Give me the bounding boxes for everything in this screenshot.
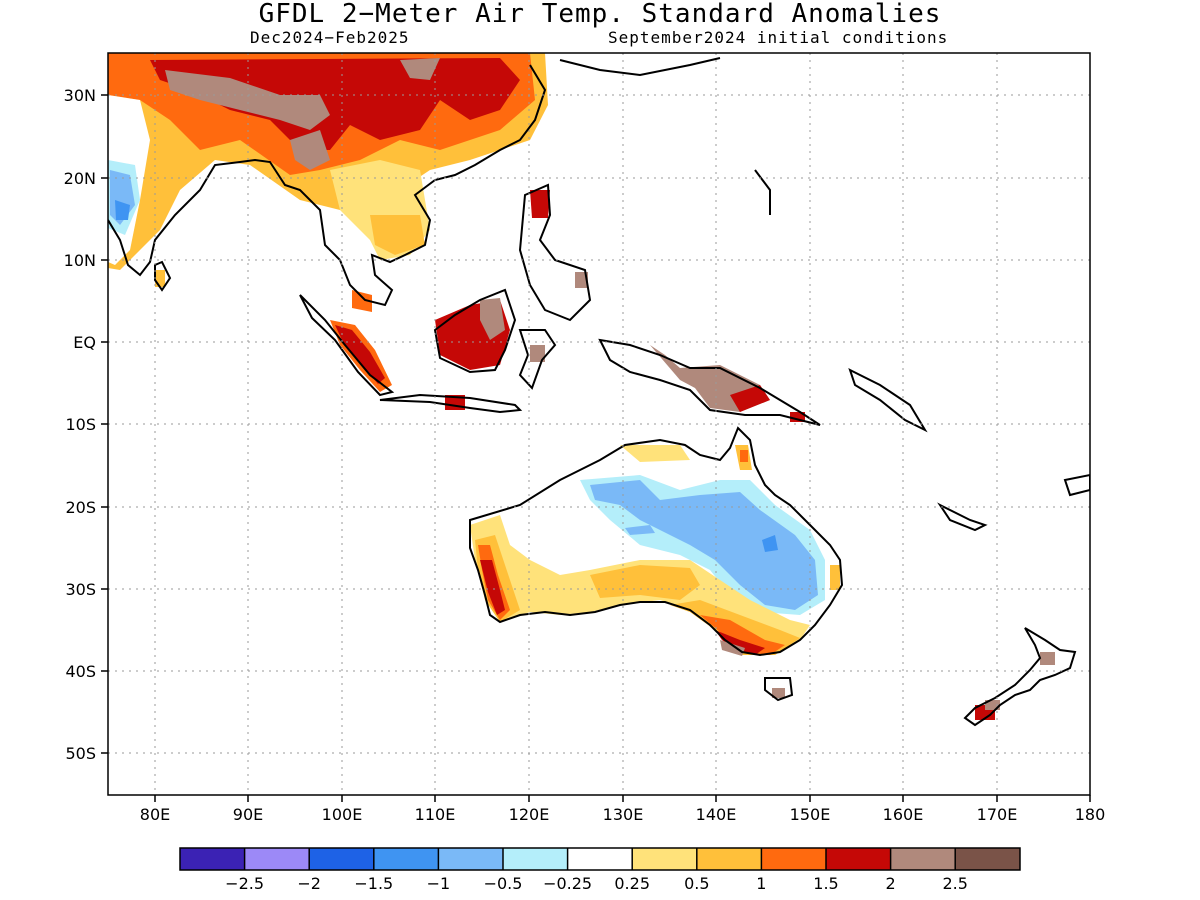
lon-label: 170E (977, 805, 1018, 824)
longitude-labels: 80E 90E 100E 110E 120E 130E 140E 150E 16… (140, 805, 1106, 824)
latitude-labels: 30N 20N 10N EQ 10S 20S 30S 40S 50S (64, 86, 96, 763)
legend-label: 1.5 (813, 874, 838, 893)
lon-label: 180 (1075, 805, 1106, 824)
anomaly-shading (108, 53, 1055, 720)
legend-label: −1 (427, 874, 451, 893)
legend-label: 1 (756, 874, 766, 893)
legend-label: −1.5 (354, 874, 393, 893)
lat-label: 10S (65, 415, 96, 434)
lat-label: 30N (64, 86, 96, 105)
tibet-extreme-region (165, 70, 330, 130)
lon-label: 90E (233, 805, 263, 824)
legend-label: 0.25 (614, 874, 650, 893)
asia-dark-red-region (150, 58, 520, 150)
lat-label: 30S (65, 580, 96, 599)
legend-swatch (180, 848, 245, 870)
lon-label: 100E (322, 805, 363, 824)
legend-swatch (438, 848, 503, 870)
legend-label: 2 (886, 874, 896, 893)
lat-label: 40S (65, 662, 96, 681)
axis-ticks (101, 94, 1091, 802)
legend-label: −2.5 (225, 874, 264, 893)
legend-swatch (632, 848, 697, 870)
lat-label: 20S (65, 498, 96, 517)
lat-label: 50S (65, 744, 96, 763)
legend-swatch (567, 848, 633, 870)
lon-label: 130E (603, 805, 644, 824)
legend-swatch (309, 848, 374, 870)
lon-label: 120E (509, 805, 550, 824)
color-legend: −2.5 −2 −1.5 −1 −0.5 −0.25 0.25 0.5 1 1.… (179, 847, 1021, 893)
legend-label: −2 (297, 874, 321, 893)
legend-swatch (373, 848, 439, 870)
legend-label: −0.5 (484, 874, 523, 893)
initial-conditions: September2024 initial conditions (608, 28, 949, 47)
lon-label: 160E (883, 805, 924, 824)
australia-blue-region (590, 480, 818, 610)
legend-label: 2.5 (942, 874, 967, 893)
lat-label: 20N (64, 169, 96, 188)
coastlines (108, 57, 1090, 727)
legend-swatch (955, 848, 1020, 870)
legend-swatch (890, 848, 956, 870)
legend-swatch (503, 848, 568, 870)
forecast-period: Dec2024−Feb2025 (250, 28, 410, 47)
legend-swatch (826, 848, 891, 870)
graticule (108, 53, 1090, 795)
legend-swatch (696, 848, 762, 870)
legend-swatch (761, 848, 826, 870)
map-title: GFDL 2−Meter Air Temp. Standard Anomalie… (258, 0, 942, 29)
lon-label: 140E (696, 805, 737, 824)
lon-label: 150E (790, 805, 831, 824)
lat-label: EQ (73, 333, 96, 352)
lat-label: 10N (64, 251, 96, 270)
legend-label: −0.25 (543, 874, 592, 893)
legend-label: 0.5 (684, 874, 709, 893)
lon-label: 80E (140, 805, 170, 824)
legend-swatch (244, 848, 310, 870)
lon-label: 110E (415, 805, 456, 824)
